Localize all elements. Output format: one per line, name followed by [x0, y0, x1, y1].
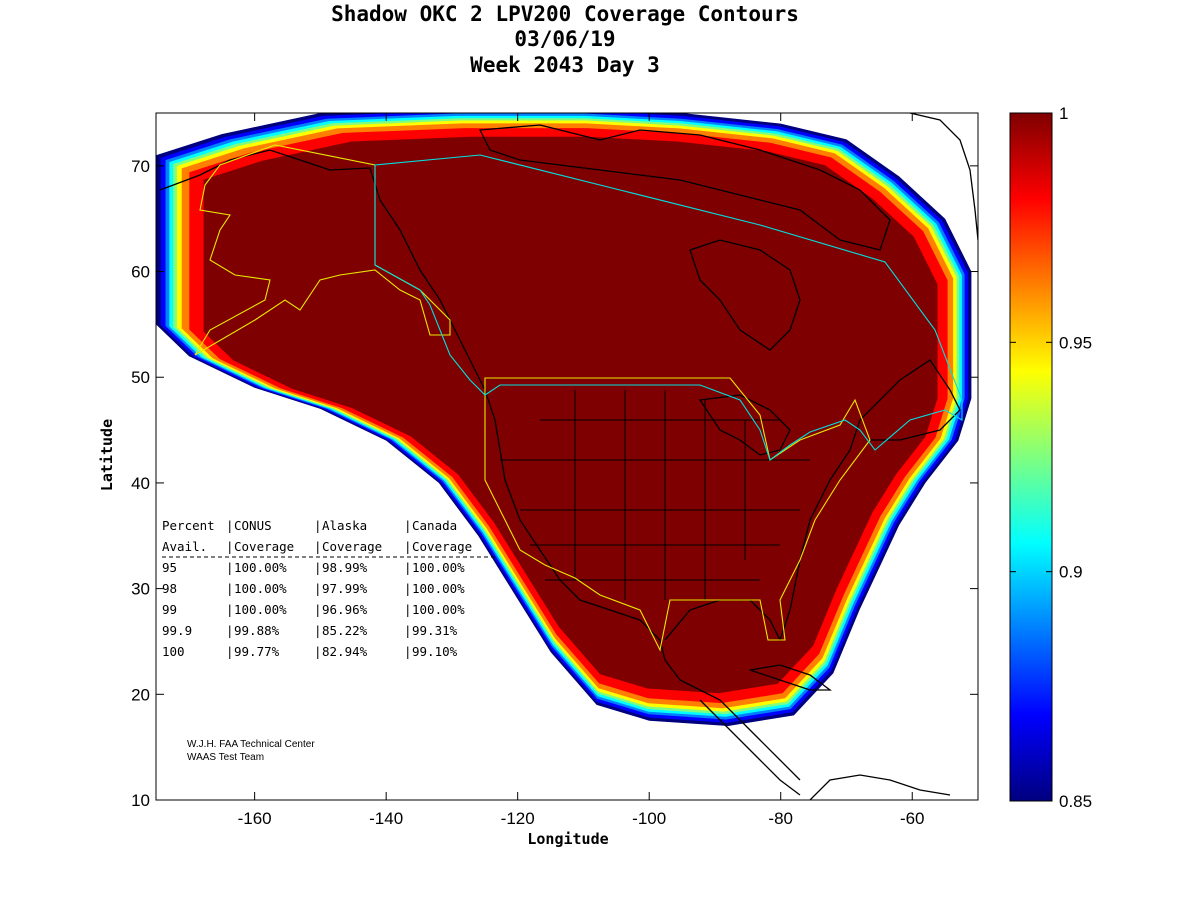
- credit-line-2: WAAS Test Team: [187, 752, 264, 763]
- table-header-2-cell: Avail.: [162, 539, 207, 554]
- table-row-separator: |: [404, 644, 412, 659]
- table-row-cell: 100.00%: [234, 581, 287, 596]
- central-america: [699, 699, 801, 796]
- coastline-north-america: [159, 149, 801, 781]
- colorbar-tick-label: 0.9: [1059, 563, 1083, 582]
- table-header-2-cell: Coverage: [234, 539, 294, 554]
- table-row-separator: |: [404, 581, 412, 596]
- table-row-cell: 85.22%: [322, 623, 368, 638]
- table-header-2-separator: |: [226, 539, 234, 554]
- coverage-core: [222, 148, 924, 681]
- table-row-cell: 82.94%: [322, 644, 368, 659]
- table-header-1-separator: |: [226, 518, 234, 533]
- greenland: [909, 113, 978, 241]
- table-header-1-cell: CONUS: [234, 518, 272, 533]
- x-tick-label: -60: [900, 809, 925, 828]
- table-header-1-cell: Percent: [162, 518, 215, 533]
- table-row-separator: |: [226, 623, 234, 638]
- x-tick-label: -100: [632, 809, 666, 828]
- region-boundaries: [194, 144, 963, 652]
- table-row-cell: 99.9: [162, 623, 192, 638]
- colorbar-ticks: 0.85 0.9 0.95 1: [1010, 104, 1092, 811]
- great-lakes: [698, 394, 791, 456]
- table-row-separator: |: [314, 602, 322, 617]
- y-tick-label: 10: [131, 791, 150, 810]
- chart-title-line-2: 03/06/19: [514, 27, 615, 51]
- us-state-grid: [500, 390, 810, 600]
- x-tick-label: -80: [768, 809, 793, 828]
- x-axis-label: Longitude: [527, 830, 608, 848]
- credit-line-1: W.J.H. FAA Technical Center: [187, 739, 315, 750]
- table-row-cell: 97.99%: [322, 581, 368, 596]
- table-header-1-cell: Alaska: [322, 518, 367, 533]
- table-header-2-cell: Coverage: [322, 539, 382, 554]
- colorbar-tick-label: 0.95: [1059, 333, 1092, 352]
- canada-boundary: [374, 154, 963, 461]
- south-america: [809, 774, 951, 800]
- coverage-bands: [156, 113, 972, 726]
- table-row-cell: 99.77%: [234, 644, 280, 659]
- table-row-cell: 98: [162, 581, 177, 596]
- cuba: [749, 664, 832, 691]
- state-boundary-lines: [500, 390, 810, 600]
- y-axis-ticks: 10 20 30 40 50 60 70: [131, 157, 978, 810]
- x-tick-label: -160: [238, 809, 272, 828]
- table-header-2-cell: Coverage: [412, 539, 472, 554]
- table-row-cell: 99.88%: [234, 623, 280, 638]
- coverage-layers: [156, 113, 978, 800]
- table-row-cell: 95: [162, 560, 177, 575]
- table-row-cell: 100.00%: [234, 602, 287, 617]
- table-row-cell: 100.00%: [412, 560, 465, 575]
- arctic-islands: [478, 124, 891, 251]
- table-row-separator: |: [314, 581, 322, 596]
- table-row-separator: |: [226, 644, 234, 659]
- table-header-2-separator: |: [404, 539, 412, 554]
- table-row-cell: 100.00%: [234, 560, 287, 575]
- coastline-gulf-east: [664, 359, 961, 642]
- y-tick-label: 60: [131, 263, 150, 282]
- table-row-separator: |: [314, 623, 322, 638]
- table-row-separator: |: [226, 581, 234, 596]
- x-axis-ticks: -160 -140 -120 -100 -80 -60: [238, 113, 925, 828]
- conus-boundary: [484, 377, 871, 652]
- table-row-separator: |: [404, 602, 412, 617]
- table-row-cell: 96.96%: [322, 602, 368, 617]
- y-tick-label: 30: [131, 580, 150, 599]
- y-tick-label: 40: [131, 474, 150, 493]
- table-row-separator: |: [314, 644, 322, 659]
- table-row-cell: 100.00%: [412, 581, 465, 596]
- table-row-cell: 98.99%: [322, 560, 368, 575]
- hudson-bay: [689, 239, 801, 351]
- coverage-stats-table: Percent CONUS Alaska Canada| | |Avail. Coverag…: [162, 518, 496, 659]
- table-row-cell: 99.10%: [412, 644, 458, 659]
- table-row-cell: 100: [162, 644, 185, 659]
- chart-title-line-1: Shadow OKC 2 LPV200 Coverage Contours: [331, 2, 799, 26]
- y-axis-label: Latitude: [98, 419, 116, 491]
- y-tick-label: 20: [131, 685, 150, 704]
- table-row-cell: 99: [162, 602, 177, 617]
- table-header-1-separator: |: [314, 518, 322, 533]
- table-row-separator: |: [314, 560, 322, 575]
- chart-title-line-3: Week 2043 Day 3: [470, 53, 660, 77]
- table-header-1-separator: |: [404, 518, 412, 533]
- x-tick-label: -120: [501, 809, 535, 828]
- colorbar-tick-label: 1: [1059, 104, 1068, 123]
- map-boundaries: [159, 113, 978, 800]
- y-tick-label: 70: [131, 157, 150, 176]
- table-row-separator: |: [404, 623, 412, 638]
- plot-frame: [155, 112, 979, 801]
- table-row-separator: |: [226, 602, 234, 617]
- table-row-cell: 99.31%: [412, 623, 458, 638]
- table-row-cell: 100.00%: [412, 602, 465, 617]
- table-header-1-cell: Canada: [412, 518, 457, 533]
- table-row-separator: |: [226, 560, 234, 575]
- table-row-separator: |: [404, 560, 412, 575]
- x-tick-label: -140: [369, 809, 403, 828]
- colorbar: [1009, 112, 1053, 802]
- y-tick-label: 50: [131, 368, 150, 387]
- table-header-2-separator: |: [314, 539, 322, 554]
- colorbar-tick-label: 0.85: [1059, 792, 1092, 811]
